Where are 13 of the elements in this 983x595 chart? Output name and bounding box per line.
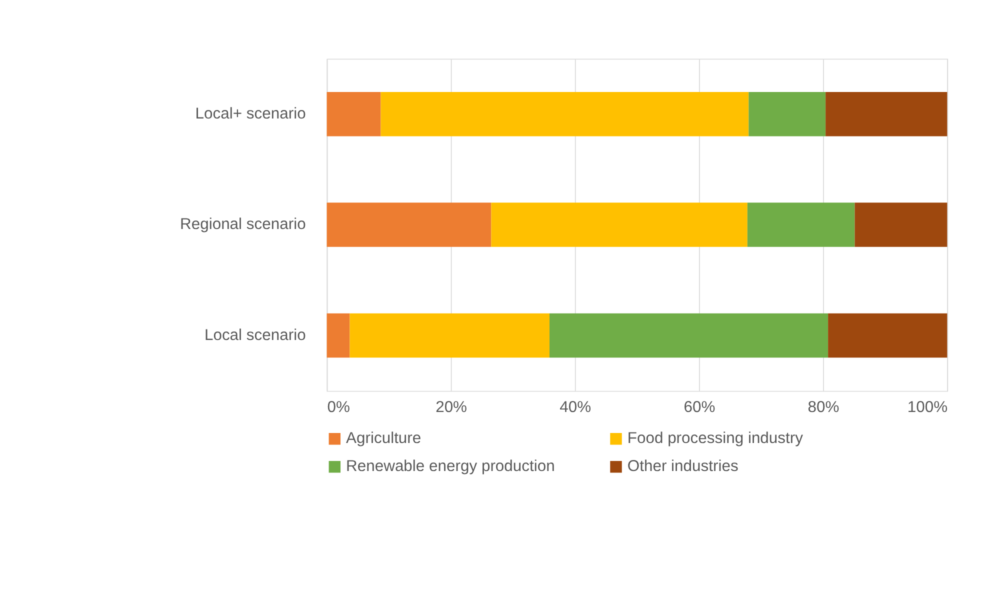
y-tick-label: Local scenario: [204, 326, 306, 344]
x-tick-label: 40%: [560, 399, 592, 416]
x-tick-label: 80%: [808, 399, 840, 416]
legend-label: Renewable energy production: [346, 458, 555, 476]
legend-label: Food processing industry: [627, 430, 804, 448]
y-tick-label: Local+ scenario: [195, 105, 306, 122]
x-tick-label: 60%: [684, 399, 716, 416]
x-tick-label: 20%: [436, 399, 468, 416]
legend-label: Other industries: [627, 458, 738, 476]
legend-label: Agriculture: [346, 430, 422, 448]
y-tick-label: Regional scenario: [180, 216, 306, 234]
x-tick-label: 0%: [327, 399, 350, 416]
x-tick-label: 100%: [907, 399, 948, 416]
